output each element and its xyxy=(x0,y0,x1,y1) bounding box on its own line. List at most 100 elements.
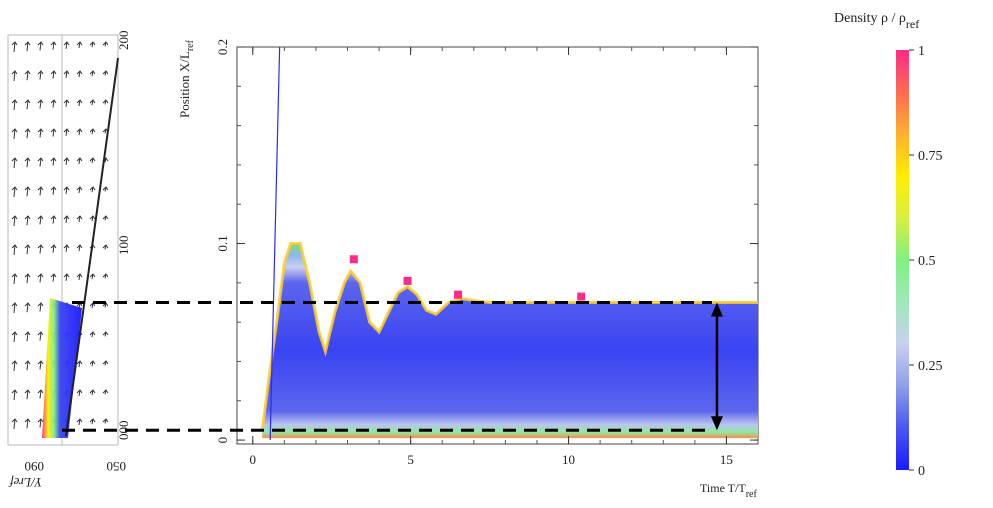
vector-arrow-head xyxy=(76,41,83,46)
vector-arrow-head xyxy=(50,186,57,191)
vector-arrow-head xyxy=(50,128,57,133)
vector-arrow xyxy=(65,273,68,281)
vector-arrow-head xyxy=(11,99,18,104)
colorbar-tick-label: 0.5 xyxy=(918,254,936,269)
vector-arrow-head xyxy=(11,70,18,75)
vector-arrow-head xyxy=(89,128,96,133)
vector-arrow xyxy=(13,128,16,140)
left-panel: 200 100 000 090 050 Y/Lref xyxy=(7,31,131,490)
vector-arrow xyxy=(39,360,42,370)
vector-arrow-head xyxy=(76,70,83,75)
density-hotspot xyxy=(454,290,463,299)
colorbar-tick-label: 0 xyxy=(918,464,925,479)
vector-arrow xyxy=(13,215,16,227)
vector-arrow xyxy=(26,244,29,255)
x-axis-ticks: 0 5 10 15 xyxy=(250,47,733,467)
vector-arrow xyxy=(26,360,29,371)
vector-arrow-head xyxy=(11,128,18,133)
vector-arrow xyxy=(78,418,81,426)
vector-arrow-head xyxy=(37,389,44,394)
vector-arrow xyxy=(39,186,42,196)
vector-arrow xyxy=(52,273,55,282)
vector-arrow-head xyxy=(37,244,44,249)
colorbar-tick-label: 0.25 xyxy=(918,359,943,374)
vector-arrow-head xyxy=(102,244,109,249)
vector-arrow xyxy=(78,128,81,136)
vector-arrow-head xyxy=(37,99,44,104)
vector-arrow xyxy=(78,41,81,49)
vector-arrow xyxy=(78,99,81,107)
vector-arrow-head xyxy=(24,215,31,220)
vector-arrow xyxy=(13,360,16,372)
vector-arrow xyxy=(39,273,42,283)
y-tick-label: 0 xyxy=(215,437,230,444)
vector-arrow xyxy=(78,215,81,223)
vector-arrow xyxy=(52,41,55,50)
vector-arrow-head xyxy=(24,41,31,46)
vector-arrow xyxy=(26,128,29,139)
vector-arrow xyxy=(52,70,55,79)
vector-arrow-head xyxy=(63,186,70,191)
vector-arrow xyxy=(26,273,29,284)
density-hotspot xyxy=(349,255,358,264)
left-panel-front-line xyxy=(65,57,119,437)
density-hotspot xyxy=(577,292,586,301)
vector-arrow xyxy=(78,157,81,165)
vector-arrow xyxy=(65,70,68,78)
vector-arrow-head xyxy=(24,273,31,278)
vector-arrow-head xyxy=(11,331,18,336)
vector-arrow xyxy=(39,157,42,167)
vector-arrow xyxy=(65,157,68,165)
left-panel-density-wedge xyxy=(42,298,82,438)
vector-arrow xyxy=(26,99,29,110)
vector-arrow xyxy=(26,186,29,197)
vector-arrow-head xyxy=(102,99,109,104)
double-arrow-head-bottom xyxy=(710,416,723,431)
double-arrow-head-top xyxy=(710,302,723,317)
vector-arrow xyxy=(13,331,16,343)
vector-arrow xyxy=(13,41,16,53)
vector-arrow-head xyxy=(50,41,57,46)
vector-arrow xyxy=(39,215,42,225)
vector-arrow-head xyxy=(89,389,96,394)
left-panel-label-top: 200 xyxy=(116,31,131,51)
vector-arrow-head xyxy=(24,244,31,249)
vector-arrow-head xyxy=(11,41,18,46)
vector-arrow xyxy=(26,331,29,342)
vector-arrow-head xyxy=(102,418,109,423)
vector-arrow-head xyxy=(37,215,44,220)
vector-arrow-head xyxy=(76,99,83,104)
vector-arrow-head xyxy=(102,331,109,336)
x-tick-label: 10 xyxy=(562,452,575,467)
vector-arrow-head xyxy=(50,157,57,162)
vector-arrow-head xyxy=(89,418,96,423)
reference-lines xyxy=(62,300,723,432)
vector-arrow-head xyxy=(76,244,83,249)
vector-arrow xyxy=(78,70,81,78)
vector-arrow-head xyxy=(63,215,70,220)
vector-arrow xyxy=(13,186,16,198)
vector-arrow xyxy=(26,70,29,81)
vector-arrow xyxy=(78,244,81,252)
vector-arrow xyxy=(39,41,42,51)
vector-arrow-head xyxy=(24,331,31,336)
colorbar-title: Density ρ / ρref xyxy=(834,11,919,31)
vector-arrow-head xyxy=(89,70,96,75)
vector-arrow xyxy=(26,418,29,429)
vector-arrow-head xyxy=(24,128,31,133)
colorbar-ticks: 1 0.75 0.5 0.25 0 xyxy=(909,44,943,479)
vector-arrow xyxy=(26,215,29,226)
vector-arrow xyxy=(39,302,42,312)
colorbar-tick-label: 0.75 xyxy=(918,149,943,164)
vector-arrow-head xyxy=(11,157,18,162)
vector-arrow-head xyxy=(89,186,96,191)
vector-arrow-head xyxy=(24,389,31,394)
vector-arrow xyxy=(26,157,29,168)
left-panel-label-mid: 100 xyxy=(116,236,131,256)
vector-arrow-head xyxy=(11,244,18,249)
vector-arrow-head xyxy=(37,41,44,46)
x-tick-label: 0 xyxy=(250,452,257,467)
vector-arrow-head xyxy=(102,215,109,220)
vector-arrow-head xyxy=(11,389,18,394)
